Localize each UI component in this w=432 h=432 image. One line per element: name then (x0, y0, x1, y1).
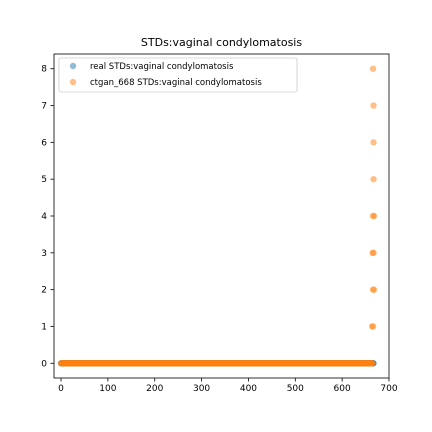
legend-marker-real (69, 62, 77, 70)
y-tick-label: 5 (41, 175, 47, 185)
y-tick-label: 1 (41, 322, 47, 332)
data-point (369, 360, 376, 367)
x-tick-label: 700 (380, 384, 397, 394)
x-tick-label: 400 (240, 384, 257, 394)
y-tick-label: 0 (41, 359, 47, 369)
legend-label-ctgan: ctgan_668 STDs:vaginal condylomatosis (90, 78, 262, 88)
y-tick-label: 8 (41, 65, 47, 75)
data-point (369, 212, 377, 220)
x-tick-label: 500 (287, 384, 304, 394)
data-point (370, 139, 377, 146)
data-point (370, 175, 377, 183)
data-point (368, 323, 376, 330)
x-tick-label: 300 (193, 384, 210, 394)
legend-label-real: real STDs:vaginal condylomatosis (90, 62, 234, 72)
legend: real STDs:vaginal condylomatosis ctgan_6… (58, 57, 298, 93)
legend-box (58, 57, 298, 93)
y-tick-label: 7 (41, 102, 47, 112)
chart-title: STDs:vaginal condylomatosis (141, 36, 302, 49)
data-point (369, 249, 376, 257)
x-tick-label: 600 (334, 384, 351, 394)
data-point (369, 286, 377, 293)
legend-marker-ctgan (69, 78, 77, 86)
plot-area (57, 65, 378, 367)
y-tick-label: 6 (41, 138, 47, 148)
y-tick-label: 4 (41, 212, 47, 222)
x-tick-label: 200 (146, 384, 163, 394)
data-point (370, 102, 377, 109)
y-axis: 0 1 2 3 4 5 6 7 8 (41, 65, 54, 369)
x-tick-label: 0 (58, 384, 64, 394)
series-1-points (57, 65, 378, 367)
y-tick-label: 2 (41, 286, 47, 296)
y-tick-label: 3 (41, 249, 47, 259)
x-axis: 0 100 200 300 400 500 600 700 (58, 378, 398, 394)
data-point (369, 65, 377, 72)
x-tick-label: 100 (99, 384, 116, 394)
